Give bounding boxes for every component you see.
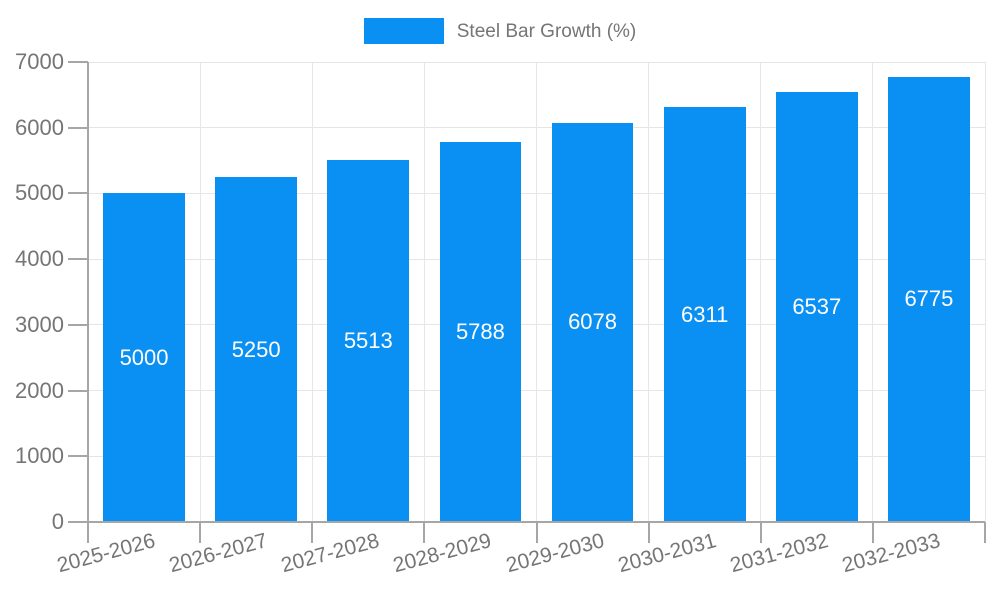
y-axis-label: 0 (51, 509, 64, 534)
x-tick (984, 522, 986, 543)
gridline-vertical (872, 62, 874, 522)
bar[interactable] (327, 159, 410, 522)
bar[interactable] (551, 122, 634, 522)
bar[interactable] (888, 76, 970, 522)
x-tick (87, 522, 89, 543)
gridline-vertical (536, 62, 537, 522)
x-tick (423, 522, 426, 543)
y-axis-line (87, 62, 89, 523)
legend-swatch (363, 18, 444, 44)
gridline-vertical (760, 62, 762, 522)
x-tick (311, 522, 314, 543)
y-axis-label: 7000 (15, 49, 64, 74)
y-tick (68, 192, 88, 195)
y-axis-label: 1000 (15, 443, 64, 469)
y-tick (68, 389, 88, 392)
x-tick (535, 522, 538, 543)
x-tick (871, 522, 874, 543)
gridline-vertical (648, 62, 650, 522)
y-tick (68, 61, 88, 63)
bar[interactable] (103, 193, 185, 522)
bar-value-label: 5788 (455, 318, 505, 344)
legend[interactable]: Steel Bar Growth (%) (0, 18, 1000, 44)
x-tick (647, 522, 650, 543)
legend-label: Steel Bar Growth (%) (456, 20, 637, 42)
bar[interactable] (215, 177, 298, 522)
y-axis-label: 2000 (15, 377, 64, 403)
y-axis-label: 5000 (15, 180, 64, 206)
y-axis-label: 4000 (15, 246, 64, 272)
y-axis-label: 3000 (15, 311, 64, 337)
y-tick (68, 521, 88, 523)
y-tick (68, 126, 88, 129)
y-tick (68, 323, 88, 326)
y-tick (68, 258, 88, 261)
x-tick (759, 522, 762, 543)
x-tick (199, 522, 202, 543)
bar-value-label: 6537 (792, 294, 842, 320)
bar[interactable] (663, 107, 746, 522)
y-tick (68, 455, 88, 458)
bar-value-label: 6311 (681, 301, 729, 327)
bar-value-label: 6078 (568, 309, 618, 335)
gridline-vertical (984, 62, 986, 522)
bar[interactable] (439, 141, 522, 522)
bar-value-label: 5513 (343, 327, 393, 353)
gridline-vertical (311, 62, 313, 522)
gridline-vertical (423, 62, 425, 522)
gridline-vertical (199, 62, 201, 522)
bar[interactable] (775, 92, 858, 522)
x-axis-line (87, 521, 985, 523)
bar-value-label: 5000 (119, 344, 169, 370)
y-axis-label: 6000 (15, 114, 64, 140)
bar-value-label: 5250 (231, 336, 281, 362)
bar-value-label: 6775 (904, 286, 954, 312)
